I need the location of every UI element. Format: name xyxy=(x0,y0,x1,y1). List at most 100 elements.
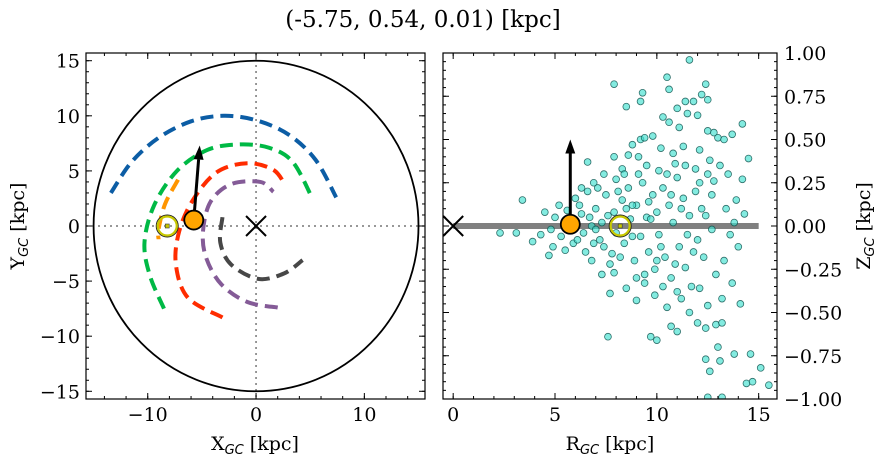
right-axis-ticks: 0 5 10 15 1.00 0.75 0.50 0.25 0.00 −0.25 −0.50 −0.7… xyxy=(442,43,842,426)
left-panel-xy: −10 0 10 −15 −10 −5 0 5 10 15 XGC [kpc] YGC [kpc] xyxy=(7,51,426,458)
scatter-point xyxy=(604,332,612,341)
scatter-point xyxy=(612,175,620,184)
scatter-point xyxy=(636,232,645,241)
scatter-point xyxy=(655,166,663,175)
scatter-point xyxy=(710,128,718,137)
scatter-point xyxy=(756,364,765,372)
scatter-point xyxy=(730,350,739,358)
scatter-point xyxy=(687,282,696,291)
scatter-point xyxy=(541,208,549,216)
scatter-point xyxy=(628,232,637,241)
scatter-point xyxy=(677,294,686,303)
scatter-point xyxy=(653,256,661,265)
scatter-point xyxy=(659,282,667,291)
scatter-point xyxy=(681,263,690,272)
scatter-point xyxy=(653,336,661,344)
y-tick-label: −0.50 xyxy=(784,303,842,325)
scatter-point xyxy=(657,242,665,251)
scatter-point xyxy=(585,213,594,222)
scatter-point xyxy=(675,123,684,132)
scatter-point xyxy=(703,170,712,178)
sun-symbol-dot xyxy=(617,223,623,229)
scatter-point xyxy=(651,265,659,274)
scatter-point xyxy=(583,158,592,166)
scatter-point xyxy=(681,161,690,170)
scatter-point xyxy=(606,260,614,268)
scatter-point xyxy=(693,111,702,120)
scatter-point xyxy=(622,204,631,213)
scatter-point xyxy=(638,178,647,187)
scatter-point xyxy=(608,249,616,258)
scatter-point xyxy=(665,118,673,126)
scatter-point xyxy=(632,296,641,305)
scatter-point xyxy=(695,284,704,293)
scatter-point xyxy=(642,161,651,170)
right-x-axis-label: RGC [kpc] xyxy=(566,433,655,458)
orbit-dashed-arc xyxy=(109,113,338,199)
scatter-point xyxy=(659,113,667,121)
scatter-point xyxy=(610,208,618,216)
scatter-point xyxy=(705,367,714,376)
scatter-point xyxy=(571,194,580,203)
scatter-point xyxy=(734,242,743,251)
orbit-dashed-arc xyxy=(142,142,315,310)
scatter-point xyxy=(716,357,724,365)
galactic-center-x-marker xyxy=(443,215,464,237)
scatter-point xyxy=(765,381,773,389)
scatter-point xyxy=(659,184,667,192)
scatter-point xyxy=(620,239,629,248)
x-tick-label: −10 xyxy=(128,404,168,426)
scatter-point xyxy=(673,327,682,336)
scatter-point xyxy=(598,218,606,227)
scatter-point xyxy=(561,246,569,255)
y-tick-label: 0.50 xyxy=(784,130,826,152)
scatter-point xyxy=(624,184,633,192)
left-x-axis-label: XGC [kpc] xyxy=(211,433,299,458)
scatter-point xyxy=(667,274,675,282)
scatter-point xyxy=(673,173,682,182)
scatter-point xyxy=(614,187,622,196)
scatter-point xyxy=(555,201,563,210)
orbit-dashed-arc xyxy=(173,161,287,320)
scatter-point xyxy=(746,350,755,358)
scatter-point xyxy=(663,73,671,82)
scatter-point xyxy=(640,270,649,279)
x-tick-label: 15 xyxy=(747,404,771,426)
figure-title: (-5.75, 0.54, 0.01) [kpc] xyxy=(285,7,560,33)
y-tick-label: −10 xyxy=(40,326,80,348)
x-tick-label: 0 xyxy=(250,404,262,426)
scatter-point xyxy=(667,322,675,331)
scatter-point xyxy=(701,211,710,220)
scatter-point xyxy=(679,194,688,203)
scatter-point xyxy=(673,287,682,296)
scatter-point xyxy=(596,236,604,244)
scatter-point xyxy=(738,175,747,184)
scatter-point xyxy=(657,144,665,152)
scatter-point xyxy=(622,102,631,111)
scatter-point xyxy=(744,154,753,163)
right-y-axis-label: ZGC [kpc] xyxy=(853,182,878,270)
scatter-point xyxy=(695,178,704,187)
scatter-point xyxy=(697,90,706,99)
left-y-axis-label: YGC [kpc] xyxy=(7,183,32,271)
scatter-point xyxy=(693,319,702,327)
sun-symbol-ring xyxy=(609,215,631,237)
y-tick-label: −0.25 xyxy=(784,259,842,281)
scatter-point xyxy=(716,161,724,170)
scatter-point xyxy=(671,260,679,268)
sun-symbol-ring xyxy=(156,215,178,237)
scatter-point xyxy=(632,274,641,282)
scatter-point xyxy=(634,153,643,161)
scatter-point xyxy=(628,140,637,149)
y-tick-label: 10 xyxy=(56,106,80,128)
scatter-point xyxy=(655,230,663,239)
scatter-point xyxy=(699,253,708,261)
scatter-point xyxy=(622,284,631,293)
scatter-point xyxy=(583,187,592,196)
axes-frame xyxy=(442,52,778,400)
scatter-point xyxy=(606,289,614,298)
scatter-point xyxy=(736,300,745,308)
scatter-point xyxy=(679,142,688,151)
scatter-point xyxy=(724,170,732,178)
